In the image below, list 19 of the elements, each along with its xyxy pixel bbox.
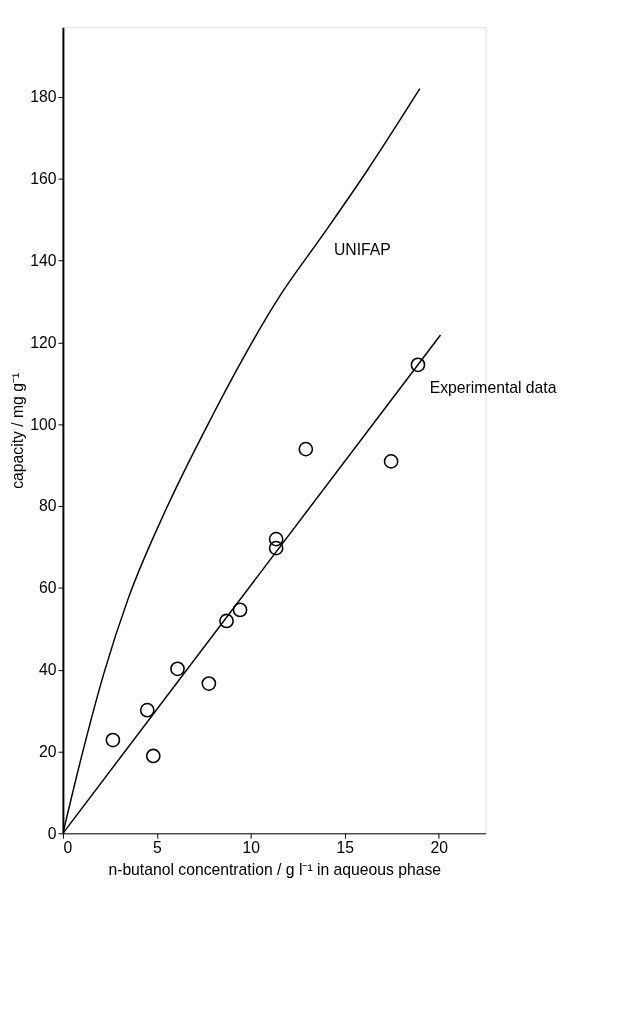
y-tick-label: 60 [39,579,57,597]
x-tick-label: 5 [152,839,162,857]
y-tick-label: 180 [30,88,57,106]
y-tick-label: 20 [39,742,57,760]
x-axis-title: n-butanol concentration / g l⁻¹ in aqueous phase [108,861,442,879]
y-tick-label: 100 [30,415,57,433]
y-tick-label: 160 [30,170,57,188]
x-tick-label: 0 [63,839,73,857]
y-axis-title: capacity / mg g⁻¹ [9,372,27,489]
x-tick-label: 15 [336,839,355,857]
y-tick-label: 140 [30,251,57,269]
x-tick-label: 20 [430,839,449,857]
y-tick-label: 120 [30,333,57,351]
y-tick-label: 40 [39,661,57,679]
x-tick-label: 10 [242,839,261,857]
y-tick-label: 0 [47,824,57,842]
series-label: Experimental data [429,379,557,397]
y-tick-label: 80 [39,497,57,515]
series-label: UNIFAP [333,240,391,258]
